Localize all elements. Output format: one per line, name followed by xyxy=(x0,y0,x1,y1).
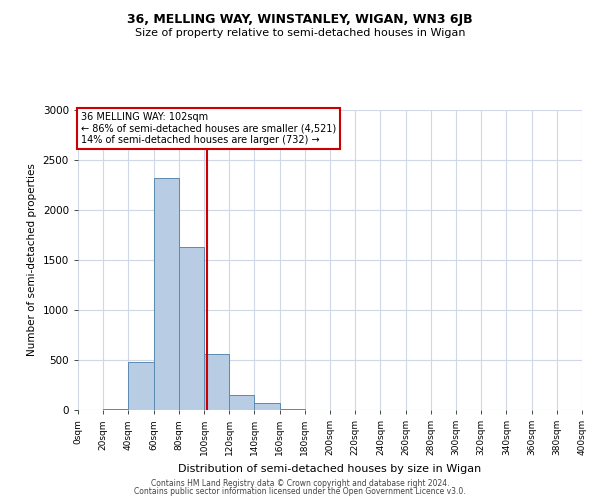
Text: Contains public sector information licensed under the Open Government Licence v3: Contains public sector information licen… xyxy=(134,487,466,496)
Bar xyxy=(280,408,305,410)
Text: 36, MELLING WAY, WINSTANLEY, WIGAN, WN3 6JB: 36, MELLING WAY, WINSTANLEY, WIGAN, WN3 … xyxy=(127,12,473,26)
Y-axis label: Number of semi-detached properties: Number of semi-detached properties xyxy=(27,164,37,356)
Text: 36 MELLING WAY: 102sqm
← 86% of semi-detached houses are smaller (4,521)
14% of : 36 MELLING WAY: 102sqm ← 86% of semi-det… xyxy=(80,112,336,144)
Text: Contains HM Land Registry data © Crown copyright and database right 2024.: Contains HM Land Registry data © Crown c… xyxy=(151,478,449,488)
Bar xyxy=(179,247,204,410)
Bar xyxy=(229,395,254,410)
Bar xyxy=(154,178,179,410)
Bar xyxy=(204,354,229,410)
Text: Size of property relative to semi-detached houses in Wigan: Size of property relative to semi-detach… xyxy=(135,28,465,38)
Bar xyxy=(128,362,154,410)
X-axis label: Distribution of semi-detached houses by size in Wigan: Distribution of semi-detached houses by … xyxy=(178,464,482,473)
Bar xyxy=(103,409,128,410)
Bar xyxy=(254,402,280,410)
